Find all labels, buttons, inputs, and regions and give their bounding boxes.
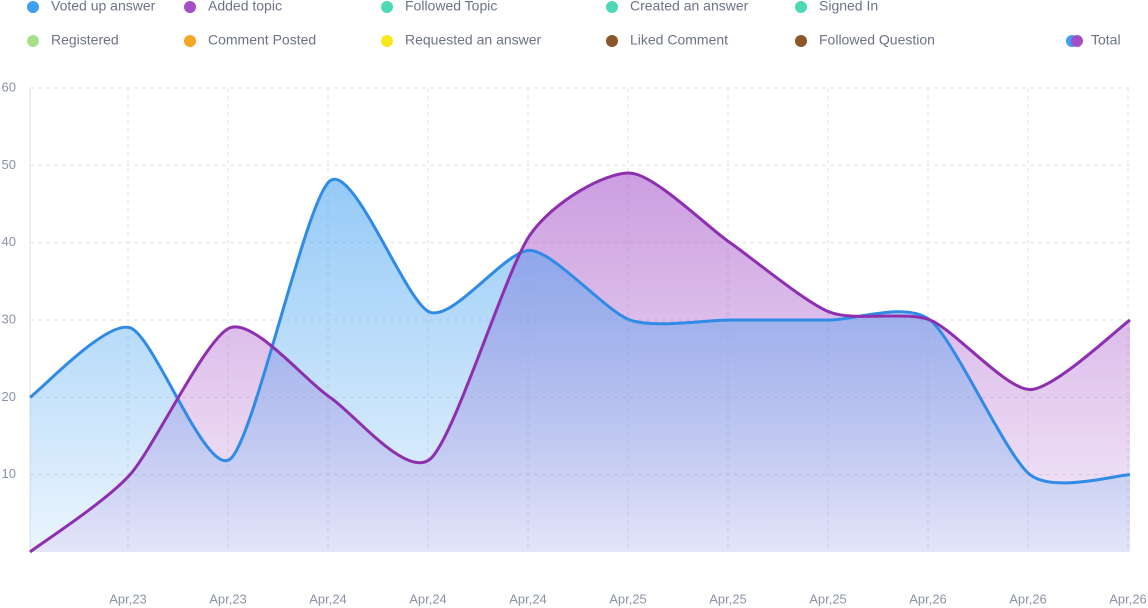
legend-dot [606,1,618,13]
legend-label: Registered [51,32,119,48]
legend-label: Liked Comment [630,32,728,48]
x-tick-label: Apr,26 [909,591,947,606]
legend-label: Followed Question [819,32,935,48]
line [29,177,1131,485]
legend-label: Added topic [208,0,282,14]
area [30,179,1130,552]
y-tick-label: 10 [2,466,16,481]
legend-label: Total [1091,32,1121,48]
x-tick-label: Apr,26 [1109,591,1147,606]
x-tick-label: Apr,25 [609,591,647,606]
legend-dot [795,35,807,47]
x-tick-label: Apr,25 [709,591,747,606]
legend-label: Signed In [819,0,878,14]
x-tick-label: Apr,23 [109,591,147,606]
legend-label: Requested an answer [405,32,542,48]
legend-label: Followed Topic [405,0,497,14]
legend-dot [381,1,393,13]
legend-dot [1071,35,1083,47]
x-tick-label: Apr,26 [1009,591,1047,606]
legend-dot [27,1,39,13]
legend-dot [27,35,39,47]
legend-dot [795,1,807,13]
x-tick-label: Apr,24 [309,591,347,606]
line [29,171,1131,554]
y-tick-label: 50 [2,157,16,172]
y-tick-label: 40 [2,234,16,249]
x-tick-label: Apr,25 [809,591,847,606]
legend-label: Comment Posted [208,32,316,48]
legend-label: Created an answer [630,0,749,14]
y-tick-label: 30 [2,311,16,326]
legend-dot [381,35,393,47]
legend-dot [184,1,196,13]
y-tick-label: 60 [2,79,16,94]
legend-dot [184,35,196,47]
legend-dot [606,35,618,47]
legend-label: Voted up answer [51,0,156,14]
x-tick-label: Apr,23 [209,591,247,606]
x-tick-label: Apr,24 [409,591,447,606]
x-tick-label: Apr,24 [509,591,547,606]
y-tick-label: 20 [2,389,16,404]
